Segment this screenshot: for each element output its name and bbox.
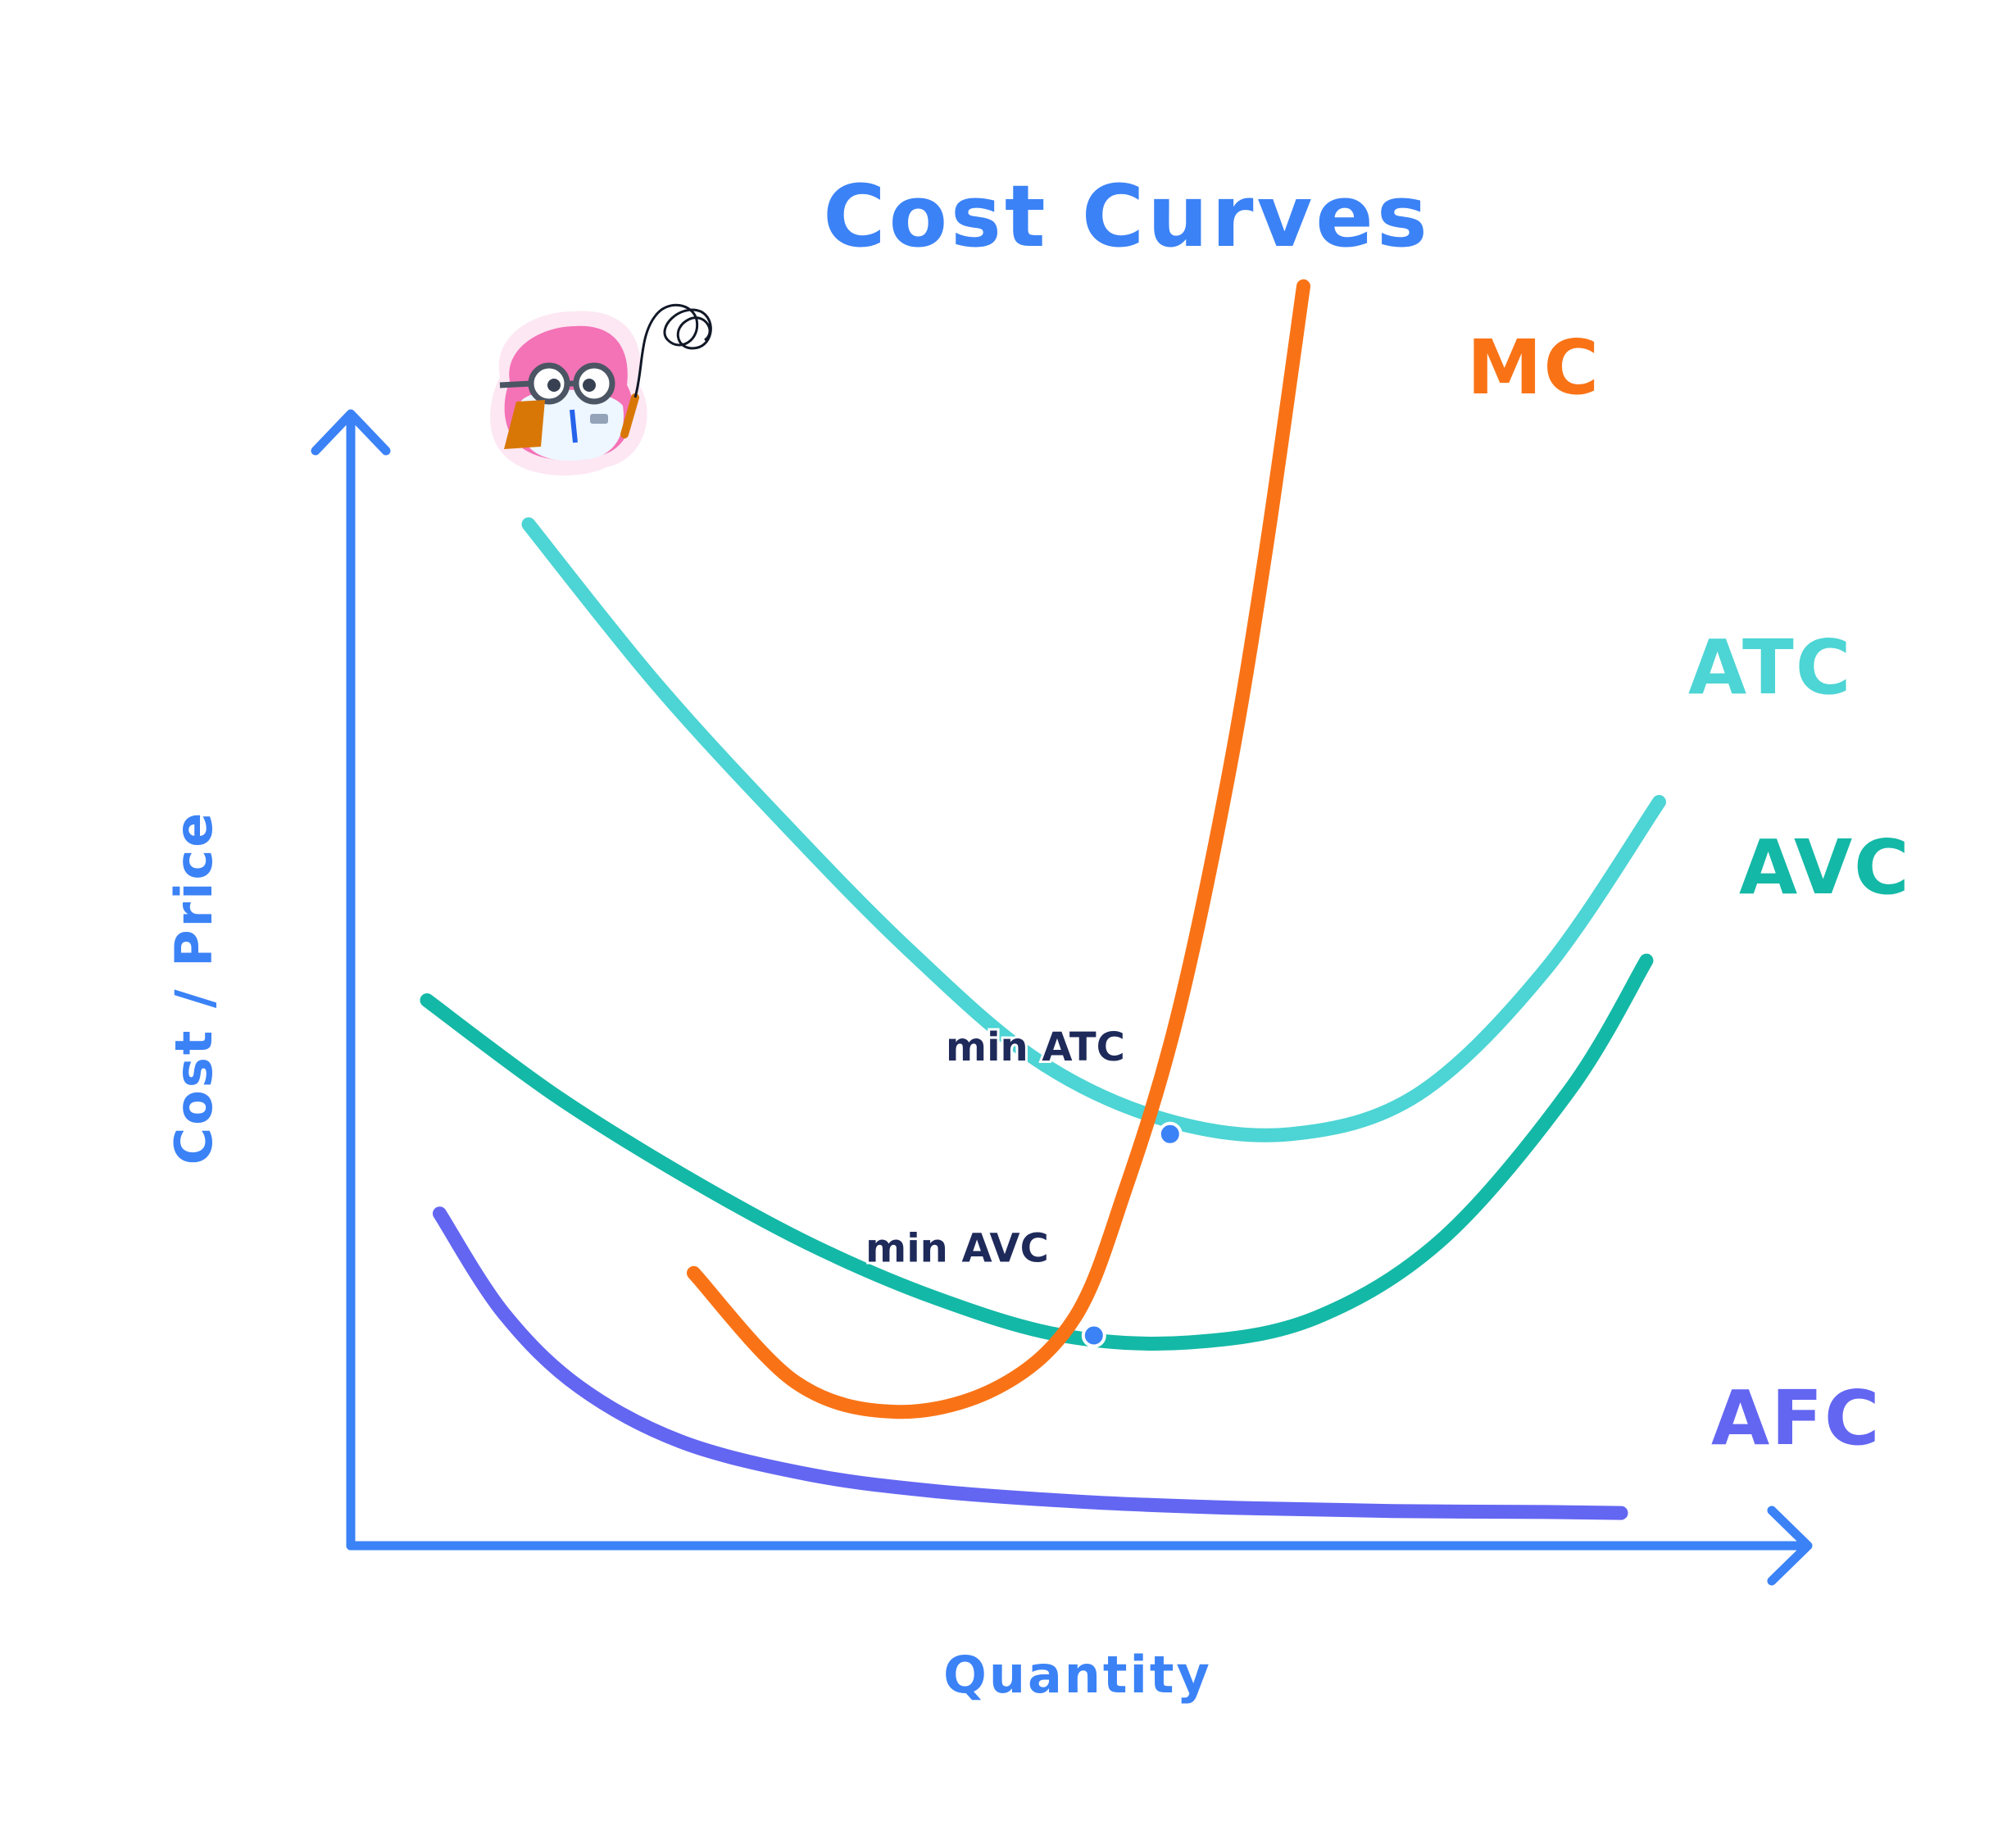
- x-axis: [346, 1506, 1813, 1586]
- series-line-afc: [433, 1206, 1628, 1520]
- series-label-avc: AVC: [1739, 824, 1911, 911]
- y-axis: [311, 409, 391, 1551]
- x-axis-arrowhead: [1767, 1506, 1813, 1586]
- owl-scientist-mascot-icon: [490, 303, 712, 476]
- series-curves: [420, 279, 1666, 1520]
- annotation-point-min-atc: [1157, 1121, 1183, 1147]
- series-label-afc: AFC: [1711, 1374, 1882, 1462]
- y-axis-label: Cost / Price: [164, 811, 224, 1165]
- series-label-atc: ATC: [1688, 624, 1852, 711]
- series-label-mc: MC: [1467, 324, 1601, 411]
- annotation-point-min-avc: [1081, 1323, 1106, 1348]
- series-line-mc: [687, 279, 1310, 1419]
- series-labels: MC ATC AVC AFC: [1467, 324, 1911, 1462]
- annotation-label-min-avc: min AVC: [865, 1226, 1049, 1272]
- series-line-avc: [420, 953, 1654, 1351]
- chart-title: Cost Curves: [823, 166, 1430, 266]
- annotations: min ATC min AVC: [863, 1022, 1183, 1348]
- y-axis-arrowhead: [311, 409, 391, 456]
- x-axis-label: Quantity: [943, 1645, 1212, 1705]
- series-line-atc: [521, 517, 1666, 1142]
- annotation-label-min-atc: min ATC: [946, 1024, 1125, 1070]
